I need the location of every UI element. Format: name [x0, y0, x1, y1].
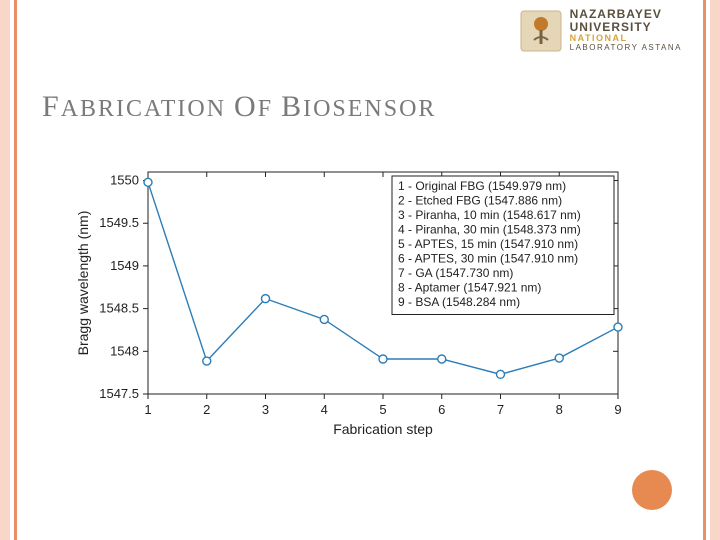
legend-line: 1 - Original FBG (1549.979 nm): [398, 179, 566, 193]
data-marker: [379, 355, 387, 363]
bragg-wavelength-chart: 1547.5 1548 1548.5 1549 1549.5 1550 1 2 3 4 5 6 7 8 9 F…: [70, 160, 630, 440]
left-inner-stripe: [14, 0, 17, 540]
data-marker: [262, 295, 270, 303]
xtick-label: 4: [321, 402, 328, 417]
data-marker: [497, 370, 505, 378]
xtick-label: 9: [614, 402, 621, 417]
xtick-label: 6: [438, 402, 445, 417]
legend-line: 4 - Piranha, 30 min (1548.373 nm): [398, 223, 581, 237]
ytick-label: 1549.5: [99, 215, 139, 230]
data-marker: [614, 323, 622, 331]
legend-line: 7 - GA (1547.730 nm): [398, 266, 513, 280]
right-inner-stripe: [703, 0, 706, 540]
logo-text: NAZARBAYEV UNIVERSITY NATIONAL LABORATOR…: [570, 8, 682, 53]
ytick-label: 1549: [110, 258, 139, 273]
university-logo: NAZARBAYEV UNIVERSITY NATIONAL LABORATOR…: [520, 8, 682, 53]
xtick-label: 8: [556, 402, 563, 417]
data-marker: [320, 315, 328, 323]
xtick-label: 5: [379, 402, 386, 417]
data-marker: [438, 355, 446, 363]
logo-badge-icon: [520, 10, 562, 52]
ytick-label: 1548: [110, 343, 139, 358]
xlabel: Fabrication step: [333, 421, 433, 437]
logo-line4: LABORATORY ASTANA: [570, 44, 682, 53]
data-marker: [144, 178, 152, 186]
ytick-label: 1548.5: [99, 301, 139, 316]
xtick-label: 7: [497, 402, 504, 417]
legend-line: 9 - BSA (1548.284 nm): [398, 295, 520, 309]
legend-line: 3 - Piranha, 10 min (1548.617 nm): [398, 208, 581, 222]
legend-line: 5 - APTES, 15 min (1547.910 nm): [398, 237, 578, 251]
accent-dot: [632, 470, 672, 510]
ytick-label: 1550: [110, 173, 139, 188]
data-marker: [203, 357, 211, 365]
xtick-label: 2: [203, 402, 210, 417]
page-title: FABRICATION OF BIOSENSOR: [42, 90, 436, 124]
xtick-label: 1: [144, 402, 151, 417]
ylabel: Bragg wavelength (nm): [75, 211, 91, 356]
ytick-label: 1547.5: [99, 386, 139, 401]
xtick-label: 3: [262, 402, 269, 417]
slide-root: NAZARBAYEV UNIVERSITY NATIONAL LABORATOR…: [0, 0, 720, 540]
data-marker: [555, 354, 563, 362]
legend-line: 6 - APTES, 30 min (1547.910 nm): [398, 252, 578, 266]
legend-line: 2 - Etched FBG (1547.886 nm): [398, 194, 562, 208]
legend-line: 8 - Aptamer (1547.921 nm): [398, 281, 541, 295]
